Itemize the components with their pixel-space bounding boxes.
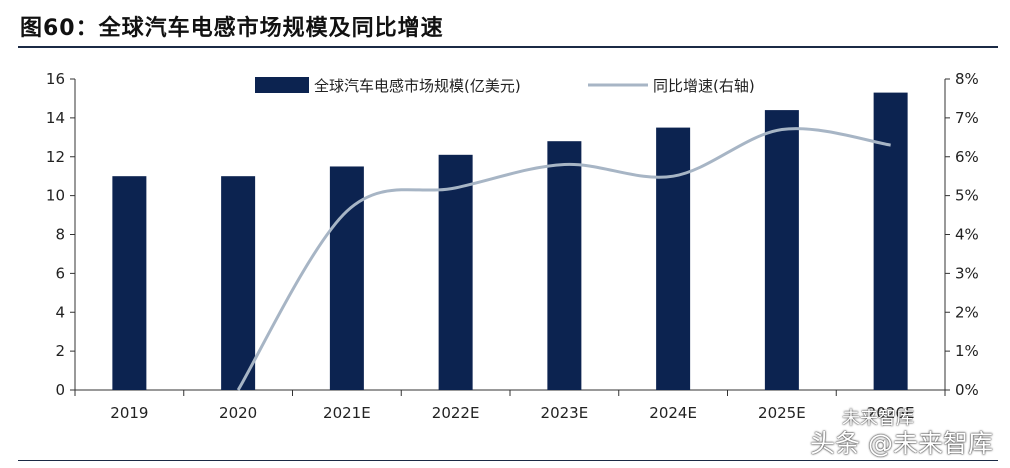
x-tick-label: 2026E <box>867 404 915 422</box>
legend-line-label: 同比增速(右轴) <box>653 77 755 95</box>
x-tick-label: 2021E <box>323 404 371 422</box>
x-tick-label: 2019 <box>110 404 148 422</box>
bar <box>656 127 691 390</box>
left-tick-label: 2 <box>55 342 65 360</box>
legend-bar-swatch <box>255 77 309 93</box>
left-tick-label: 6 <box>55 264 65 282</box>
left-tick-label: 14 <box>46 109 65 127</box>
bar <box>329 166 364 390</box>
bar <box>873 92 908 390</box>
x-tick-label: 2020 <box>219 404 257 422</box>
right-tick-label: 2% <box>955 303 979 321</box>
right-tick-label: 5% <box>955 187 979 205</box>
bar <box>764 110 799 390</box>
left-tick-label: 12 <box>46 148 65 166</box>
right-tick-label: 4% <box>955 226 979 244</box>
right-tick-label: 1% <box>955 342 979 360</box>
watermark-big: 头条 @未来智库 <box>810 429 993 458</box>
right-tick-label: 7% <box>955 109 979 127</box>
right-tick-label: 0% <box>955 381 979 399</box>
x-tick-label: 2023E <box>541 404 589 422</box>
right-tick-label: 3% <box>955 264 979 282</box>
bottom-rule <box>18 460 998 461</box>
left-tick-label: 0 <box>55 381 65 399</box>
bar <box>112 176 147 390</box>
x-tick-label: 2024E <box>649 404 697 422</box>
growth-line <box>236 127 891 391</box>
figure-title: 图60：全球汽车电感市场规模及同比增速 <box>20 16 444 41</box>
bar <box>438 154 473 390</box>
right-tick-label: 6% <box>955 148 979 166</box>
bar <box>547 141 582 390</box>
right-tick-label: 8% <box>955 70 979 88</box>
watermark-small: 未来智库 <box>842 408 914 429</box>
x-tick-label: 2022E <box>432 404 480 422</box>
figure-title-bar: 图60：全球汽车电感市场规模及同比增速 <box>18 6 998 48</box>
x-tick-label: 2025E <box>758 404 806 422</box>
bar <box>221 176 256 390</box>
left-tick-label: 16 <box>46 70 65 88</box>
legend-bar-label: 全球汽车电感市场规模(亿美元) <box>314 77 521 95</box>
left-tick-label: 4 <box>55 303 65 321</box>
left-tick-label: 10 <box>46 187 65 205</box>
left-tick-label: 8 <box>55 226 65 244</box>
